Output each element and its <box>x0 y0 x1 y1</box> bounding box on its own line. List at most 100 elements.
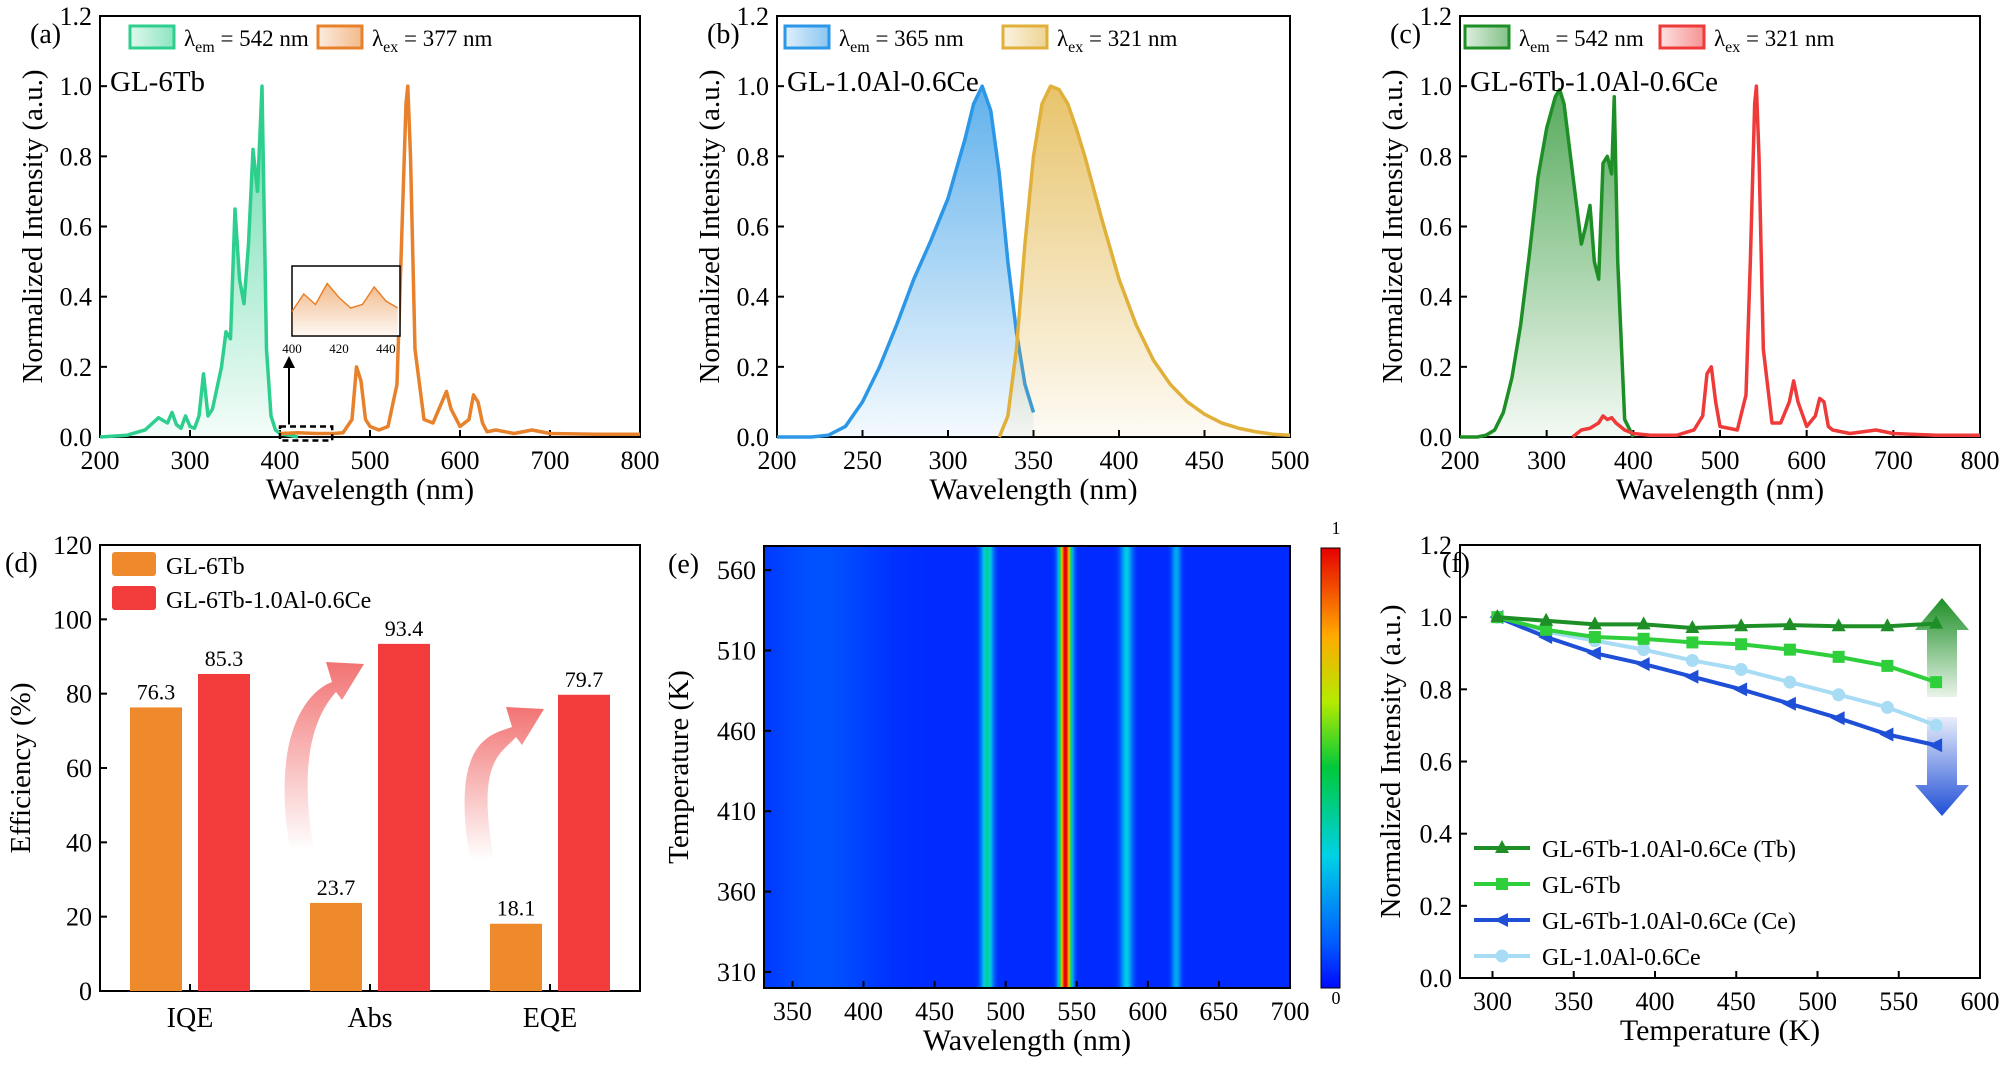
x-tick-label: 400 <box>1636 987 1675 1016</box>
marker-triangle <box>1782 617 1797 631</box>
y-tick-label: 360 <box>717 878 756 907</box>
series-line-excitation <box>777 84 1036 439</box>
y-tick-label: 0.4 <box>1420 820 1453 849</box>
x-axis-label: Wavelength (nm) <box>923 1024 1131 1057</box>
marker-circle <box>1832 688 1846 702</box>
marker-circle <box>1734 662 1748 676</box>
legend-label: λem = 542 nm <box>1519 26 1644 56</box>
y-tick-label: 1.0 <box>737 72 770 101</box>
marker-triangle-left <box>1586 646 1601 661</box>
legend-rest: = 365 nm <box>870 26 964 51</box>
marker-circle <box>1880 700 1894 714</box>
x-tick-label: 200 <box>1441 446 1480 475</box>
legend-marker <box>1496 878 1508 890</box>
marker-square <box>1783 643 1796 656</box>
x-tick-label: 600 <box>1128 997 1167 1026</box>
category-label: Abs <box>347 1003 392 1034</box>
legend-rest: = 542 nm <box>215 26 309 51</box>
legend-label: λem = 542 nm <box>184 26 309 56</box>
inset-tick-label: 420 <box>329 341 349 356</box>
y-tick-label: 0.6 <box>1420 213 1453 242</box>
inset-tick-label: 440 <box>376 341 396 356</box>
x-tick-label: 450 <box>1185 446 1224 475</box>
x-tick-label: 300 <box>929 446 968 475</box>
legend-label: λex = 321 nm <box>1714 26 1834 56</box>
x-tick-label: 550 <box>1879 987 1918 1016</box>
x-tick-label: 400 <box>1614 446 1653 475</box>
y-tick-label: 0.2 <box>737 353 770 382</box>
marker-triangle <box>1587 616 1602 630</box>
legend-swatch <box>783 24 831 50</box>
y-axis-label: Normalized Intensity (a.u.) <box>694 69 726 383</box>
series-line-excitation <box>99 84 299 439</box>
marker-triangle <box>1734 618 1749 632</box>
marker-triangle <box>1880 618 1895 632</box>
marker-triangle <box>1539 612 1554 626</box>
legend-subscript: ex <box>1725 39 1740 56</box>
series-fill-excitation <box>1460 89 1634 438</box>
marker-square <box>1881 659 1894 672</box>
y-tick-label: 0.0 <box>737 423 770 452</box>
x-tick-label: 300 <box>1527 446 1566 475</box>
y-tick-label: 0.2 <box>1420 892 1453 921</box>
marker-circle <box>1637 643 1651 657</box>
x-axis-label: Wavelength (nm) <box>929 473 1137 506</box>
x-tick-label: 450 <box>915 997 954 1026</box>
marker-triangle <box>1490 609 1505 623</box>
legend-marker <box>1494 913 1508 927</box>
marker-circle <box>1685 653 1699 667</box>
legend-swatch <box>1658 24 1706 50</box>
panel-a-excitation-emission-gl-6tb: 0.0 0.2 0.4 0.6 0.8 1.0 1.2 200 300 400 500 600 700 8… <box>17 2 660 506</box>
x-tick-label: 200 <box>81 446 120 475</box>
y-tick-label: 0.0 <box>1420 423 1453 452</box>
plot-frame <box>763 545 1291 989</box>
marker-square <box>1588 631 1601 644</box>
y-tick-label: 0.6 <box>60 213 93 242</box>
legend-label: GL-6Tb <box>166 554 245 580</box>
marker-square <box>1540 623 1553 636</box>
marker-triangle <box>1831 618 1846 632</box>
bar-value-label: 23.7 <box>317 875 356 900</box>
y-tick-label: 460 <box>717 717 756 746</box>
panel-label: (f) <box>1442 548 1470 579</box>
x-tick-label: 600 <box>441 446 480 475</box>
legend-lambda: λ <box>372 26 384 51</box>
legend-rest: = 377 nm <box>398 26 492 51</box>
bar-value-label: 85.3 <box>205 646 244 671</box>
legend-rest: = 321 nm <box>1740 26 1834 51</box>
panel-label: (b) <box>707 19 740 50</box>
y-tick-label: 120 <box>53 531 92 560</box>
inset-tick-label: 400 <box>282 341 302 356</box>
y-tick-label: 310 <box>717 958 756 987</box>
y-tick-label: 510 <box>717 636 756 665</box>
series-line-emission <box>997 84 1291 438</box>
bar-value-label: 76.3 <box>137 679 176 704</box>
y-tick-label: 1.2 <box>737 2 770 31</box>
y-axis-label: Efficiency (%) <box>5 683 37 854</box>
series-line-emission <box>1571 84 1980 439</box>
y-tick-label: 20 <box>66 903 92 932</box>
y-tick-label: 80 <box>66 680 92 709</box>
legend-lambda: λ <box>839 26 851 51</box>
legend-subscript: em <box>195 39 215 56</box>
x-tick-label: 350 <box>773 997 812 1026</box>
y-tick-label: 560 <box>717 556 756 585</box>
y-tick-label: 0.0 <box>60 423 93 452</box>
y-tick-label: 40 <box>66 828 92 857</box>
x-tick-label: 650 <box>1199 997 1238 1026</box>
improvement-arrow-eqe <box>464 707 544 860</box>
sample-label: GL-6Tb-1.0Al-0.6Ce <box>1470 66 1718 98</box>
y-tick-label: 1.0 <box>60 72 93 101</box>
panel-f-thermal-quenching-plot: 0.0 0.2 0.4 0.6 0.8 1.0 1.2 300 350 400 450 500 550 6… <box>1375 531 2000 1047</box>
decrease-arrow <box>1915 717 1969 816</box>
marker-triangle-left <box>1830 711 1845 726</box>
marker-square <box>1686 636 1699 649</box>
inset-line <box>291 282 399 312</box>
x-tick-label: 800 <box>1961 446 2000 475</box>
marker-triangle-left <box>1635 657 1650 672</box>
x-axis-label: Wavelength (nm) <box>266 473 474 506</box>
series-fill-excitation <box>777 86 1034 438</box>
panel-e-temperature-heatmap: 350 400 450 500 550 600 650 700 310 360 410 460 510 5… <box>663 518 1341 1057</box>
y-tick-label: 1.0 <box>1420 603 1453 632</box>
